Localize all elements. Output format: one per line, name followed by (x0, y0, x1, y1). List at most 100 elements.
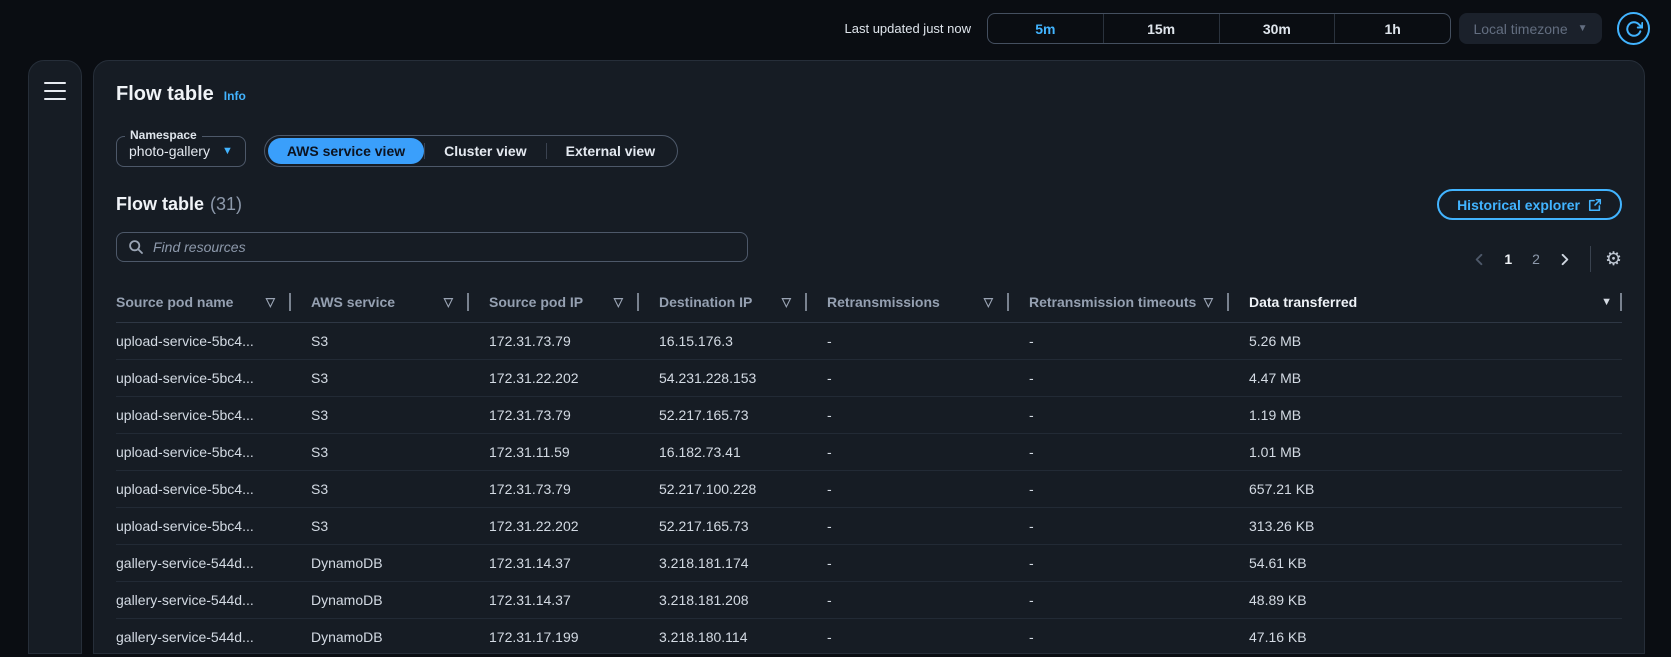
cell-aws-service: DynamoDB (291, 544, 469, 581)
cell-destination-ip: 54.231.228.153 (639, 359, 807, 396)
cell-retransmissions: - (807, 359, 1009, 396)
cell-source-pod-name: upload-service-5bc4... (116, 322, 291, 359)
column-header-source-pod-name[interactable]: Source pod name ▽ (116, 282, 291, 322)
cell-data-transferred: 5.26 MB (1229, 322, 1622, 359)
cell-retransmissions: - (807, 470, 1009, 507)
cell-retransmission-timeouts: - (1009, 322, 1229, 359)
column-header-retransmissions[interactable]: Retransmissions ▽ (807, 282, 1009, 322)
cell-aws-service: S3 (291, 359, 469, 396)
time-range-1h[interactable]: 1h (1334, 14, 1450, 43)
cell-data-transferred: 54.61 KB (1229, 544, 1622, 581)
timezone-label: Local timezone (1473, 21, 1567, 37)
cell-retransmission-timeouts: - (1009, 544, 1229, 581)
cell-source-pod-name: upload-service-5bc4... (116, 396, 291, 433)
time-range-5m[interactable]: 5m (988, 14, 1103, 43)
next-page-button[interactable] (1553, 250, 1576, 269)
collapsed-sidebar (28, 60, 82, 654)
cell-retransmissions: - (807, 544, 1009, 581)
cell-source-pod-ip: 172.31.73.79 (469, 470, 639, 507)
cell-retransmission-timeouts: - (1009, 581, 1229, 618)
cell-data-transferred: 313.26 KB (1229, 507, 1622, 544)
chevron-down-icon: ▼ (222, 145, 233, 157)
search-box (116, 232, 748, 262)
tab-external-view[interactable]: External view (547, 138, 675, 164)
column-header-data-transferred[interactable]: Data transferred▼ (1229, 282, 1622, 322)
previous-page-button[interactable] (1468, 250, 1491, 269)
panel-header: Flow table Info (116, 83, 1622, 106)
table-head-row: Source pod name▽AWS service▽Source pod I… (116, 282, 1622, 322)
column-label: Destination IP (659, 294, 752, 310)
page-title: Flow table (116, 83, 214, 106)
info-link[interactable]: Info (224, 89, 246, 103)
view-controls: Namespace photo-gallery ▼ AWS service vi… (116, 135, 1622, 167)
cell-source-pod-ip: 172.31.14.37 (469, 581, 639, 618)
cell-destination-ip: 3.218.181.174 (639, 544, 807, 581)
view-segmented-control: AWS service viewCluster viewExternal vie… (264, 135, 678, 167)
external-link-icon (1588, 198, 1602, 212)
cell-retransmissions: - (807, 322, 1009, 359)
page-button-2[interactable]: 2 (1525, 249, 1547, 269)
cell-data-transferred: 48.89 KB (1229, 581, 1622, 618)
table-title-text: Flow table (116, 194, 204, 214)
time-range-30m[interactable]: 30m (1219, 14, 1335, 43)
menu-toggle-button[interactable] (43, 81, 67, 101)
last-updated-text: Last updated just now (845, 21, 971, 36)
cell-aws-service: S3 (291, 396, 469, 433)
chevron-down-icon: ▼ (1578, 23, 1588, 34)
tab-cluster-view[interactable]: Cluster view (425, 138, 545, 164)
cell-aws-service: DynamoDB (291, 581, 469, 618)
time-range-group: 5m15m30m1h (987, 13, 1451, 44)
cell-data-transferred: 47.16 KB (1229, 618, 1622, 654)
cell-source-pod-name: gallery-service-544d... (116, 544, 291, 581)
table-row: upload-service-5bc4...S3172.31.11.5916.1… (116, 433, 1622, 470)
refresh-icon (1625, 20, 1643, 38)
pagination-divider (1590, 246, 1591, 272)
cell-retransmissions: - (807, 581, 1009, 618)
cell-source-pod-ip: 172.31.73.79 (469, 322, 639, 359)
table-title: Flow table(31) (116, 194, 242, 215)
cell-retransmissions: - (807, 433, 1009, 470)
historical-explorer-button[interactable]: Historical explorer (1437, 189, 1622, 220)
filter-icon[interactable]: ▽ (614, 295, 623, 309)
search-icon (128, 239, 144, 255)
cell-retransmission-timeouts: - (1009, 359, 1229, 396)
gear-icon: ⚙ (1605, 249, 1622, 270)
filter-icon[interactable]: ▽ (1204, 295, 1213, 309)
content-area: Flow table Info Namespace photo-gallery … (0, 57, 1671, 654)
cell-source-pod-ip: 172.31.11.59 (469, 433, 639, 470)
cell-source-pod-ip: 172.31.22.202 (469, 507, 639, 544)
search-input[interactable] (116, 232, 748, 262)
page-button-1[interactable]: 1 (1497, 249, 1519, 269)
cell-aws-service: S3 (291, 322, 469, 359)
timezone-select[interactable]: Local timezone ▼ (1459, 13, 1602, 44)
sort-desc-icon[interactable]: ▼ (1601, 296, 1612, 308)
column-header-retransmission-timeouts[interactable]: Retransmission timeouts▽ (1009, 282, 1229, 322)
time-range-15m[interactable]: 15m (1103, 14, 1219, 43)
table-title-row: Flow table(31) Historical explorer (116, 189, 1622, 220)
namespace-select[interactable]: Namespace photo-gallery ▼ (116, 136, 246, 167)
table-settings-button[interactable]: ⚙ (1605, 250, 1622, 269)
refresh-button[interactable] (1617, 12, 1650, 45)
cell-aws-service: S3 (291, 470, 469, 507)
historical-explorer-label: Historical explorer (1457, 197, 1580, 213)
column-header-destination-ip[interactable]: Destination IP ▽ (639, 282, 807, 322)
tab-aws-service-view[interactable]: AWS service view (268, 138, 424, 164)
filter-icon[interactable]: ▽ (782, 295, 791, 309)
cell-source-pod-ip: 172.31.17.199 (469, 618, 639, 654)
filter-icon[interactable]: ▽ (444, 295, 453, 309)
column-label: Retransmissions (827, 294, 940, 310)
cell-retransmission-timeouts: - (1009, 618, 1229, 654)
table-row: gallery-service-544d...DynamoDB172.31.17… (116, 618, 1622, 654)
filter-icon[interactable]: ▽ (984, 295, 993, 309)
column-header-aws-service[interactable]: AWS service▽ (291, 282, 469, 322)
column-header-source-pod-ip[interactable]: Source pod IP▽ (469, 282, 639, 322)
cell-data-transferred: 657.21 KB (1229, 470, 1622, 507)
cell-retransmission-timeouts: - (1009, 507, 1229, 544)
cell-source-pod-name: upload-service-5bc4... (116, 359, 291, 396)
cell-aws-service: DynamoDB (291, 618, 469, 654)
cell-source-pod-ip: 172.31.22.202 (469, 359, 639, 396)
column-label: Source pod name (116, 294, 233, 310)
filter-icon[interactable]: ▽ (266, 295, 275, 309)
search-row: 12 ⚙ (116, 232, 1622, 272)
cell-source-pod-name: upload-service-5bc4... (116, 470, 291, 507)
